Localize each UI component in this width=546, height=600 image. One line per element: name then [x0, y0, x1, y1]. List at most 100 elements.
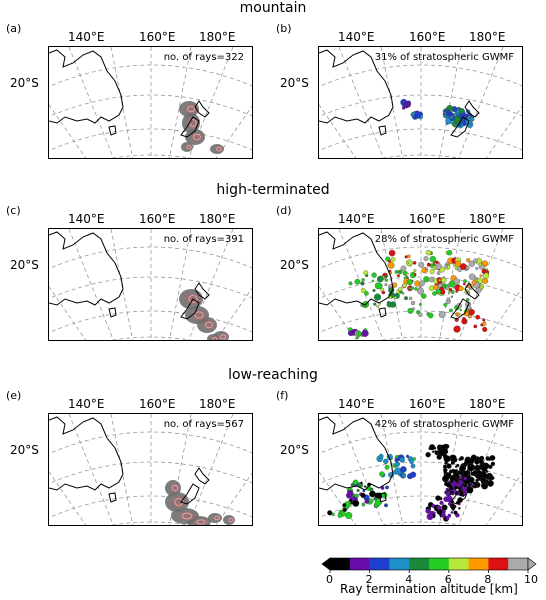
ray-termination-point — [345, 511, 353, 520]
colorbar-max-arrow — [527, 557, 537, 571]
ray-termination-point — [475, 466, 480, 471]
ray-termination-point — [443, 302, 448, 307]
ray-termination-point — [342, 503, 347, 508]
latitude-gridline — [49, 276, 252, 300]
ray-termination-point — [404, 100, 411, 108]
ray-termination-point — [445, 490, 451, 496]
map-panel-b: 31% of stratospheric GWMF — [318, 46, 523, 159]
colorbar-tick-label: 4 — [405, 573, 413, 586]
ray-termination-point — [432, 291, 437, 296]
ray-termination-point — [369, 487, 374, 492]
ray-termination-point — [443, 115, 447, 118]
new-zealand-north-island — [464, 467, 480, 485]
map-panel-a: no. of rays=322 — [48, 46, 253, 159]
panel-annotation: no. of rays=391 — [163, 234, 244, 245]
ray-termination-point — [481, 482, 486, 488]
longitude-label: 160°E — [409, 212, 446, 226]
tasmania-coastline — [378, 492, 387, 503]
ray-termination-point — [453, 325, 461, 333]
ray-termination-point — [394, 270, 399, 274]
ray-termination-point — [433, 284, 439, 290]
ray-termination-point — [459, 456, 464, 461]
ray-termination-point — [466, 297, 470, 302]
meridian-gridline — [438, 47, 462, 158]
australia-coastline — [319, 231, 394, 306]
ray-termination-point — [456, 312, 460, 316]
ray-termination-point — [371, 279, 375, 282]
ray-termination-point — [385, 485, 389, 490]
ray-density-contour — [205, 321, 213, 329]
ray-termination-point — [399, 457, 405, 463]
ray-termination-point — [409, 459, 414, 465]
latitude-label: 20°S — [10, 443, 39, 457]
ray-termination-point — [360, 492, 366, 498]
latitude-gridline — [49, 128, 252, 152]
new-zealand-south-island — [180, 298, 200, 320]
ray-termination-point — [406, 276, 409, 279]
ray-termination-point — [446, 463, 452, 469]
ray-termination-point — [490, 461, 496, 467]
ray-termination-point — [405, 272, 409, 276]
colorbar-segment — [369, 558, 390, 570]
ray-termination-point — [423, 256, 429, 262]
ray-termination-point — [450, 295, 453, 298]
ray-termination-point — [474, 276, 478, 281]
ray-termination-point — [474, 459, 480, 465]
latitude-gridline — [319, 128, 522, 152]
ray-termination-point — [468, 273, 476, 280]
ray-termination-point — [468, 309, 475, 316]
ray-termination-point — [474, 483, 479, 488]
ray-termination-point — [473, 258, 478, 263]
ray-termination-point — [384, 283, 388, 287]
ray-termination-point — [449, 469, 453, 474]
ray-termination-point — [384, 274, 388, 278]
ray-termination-point — [432, 450, 435, 453]
ray-termination-point — [418, 302, 422, 306]
latitude-label: 20°S — [280, 443, 309, 457]
australia-coastline — [49, 416, 124, 491]
map-canvas — [319, 414, 522, 525]
ray-termination-point — [363, 485, 367, 488]
ray-density-core — [170, 483, 180, 493]
ray-termination-point — [458, 108, 465, 114]
meridian-gridline — [485, 105, 522, 158]
ray-termination-point — [413, 269, 417, 273]
tasmania-coastline — [108, 492, 117, 503]
tasmania-coastline — [378, 307, 387, 318]
meridian-gridline — [188, 414, 234, 525]
ray-termination-point — [428, 276, 434, 283]
australia-coastline — [319, 416, 394, 491]
map-canvas — [319, 47, 522, 158]
ray-termination-point — [373, 302, 377, 306]
colorbar-segment — [508, 558, 529, 570]
ray-termination-point — [361, 278, 365, 282]
ray-termination-point — [347, 330, 354, 336]
ray-termination-point — [421, 293, 427, 299]
ray-termination-point — [459, 308, 462, 312]
ray-density-contour — [212, 336, 218, 340]
longitude-label: 140°E — [338, 397, 375, 411]
ray-termination-point — [429, 255, 436, 263]
ray-termination-point — [445, 516, 450, 521]
ray-termination-point — [485, 479, 489, 483]
colorbar-tick-label: 6 — [444, 573, 452, 586]
ray-termination-point — [389, 301, 397, 308]
ray-termination-point — [418, 285, 422, 289]
ray-termination-point — [388, 249, 396, 257]
panel-label: (b) — [276, 22, 292, 35]
ray-termination-point — [410, 471, 417, 478]
colorbar-min-arrow — [321, 557, 331, 571]
ray-termination-point — [354, 278, 361, 285]
ray-termination-point — [364, 290, 369, 296]
longitude-label: 140°E — [68, 397, 105, 411]
ray-termination-point — [449, 479, 454, 484]
ray-termination-point — [352, 499, 360, 507]
ray-termination-point — [360, 481, 363, 485]
ray-termination-point — [459, 263, 467, 270]
ray-termination-point — [445, 495, 453, 503]
ray-density-contour — [187, 105, 195, 113]
ray-termination-point — [408, 296, 413, 301]
ray-density-contour — [219, 334, 227, 340]
ray-termination-point — [480, 283, 484, 288]
ray-termination-point — [425, 508, 431, 514]
